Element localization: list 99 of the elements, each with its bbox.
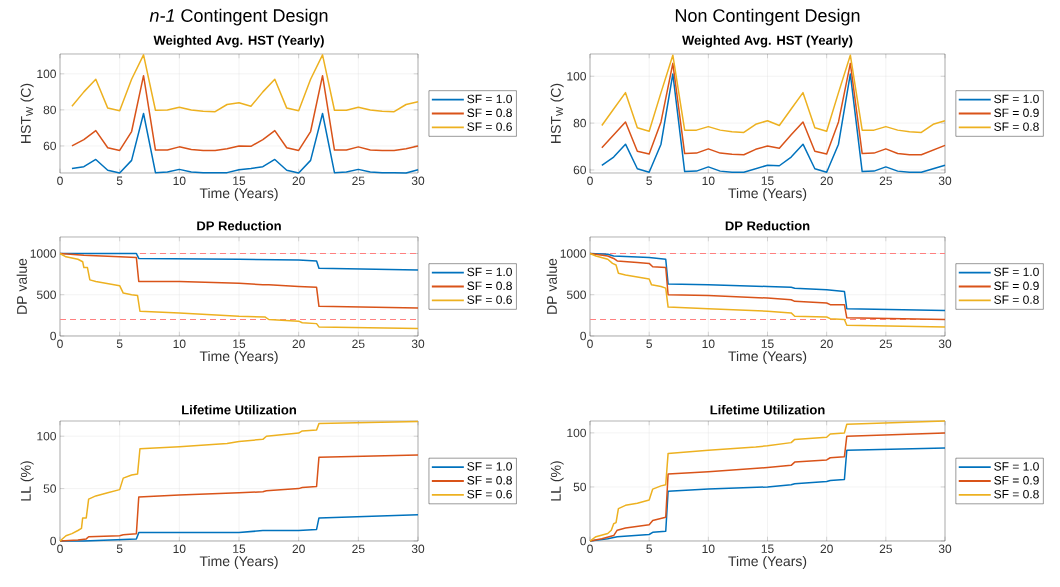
legend-label: SF = 1.0 — [467, 94, 512, 104]
y-tick-label: 60 — [573, 165, 587, 175]
x-tick-label: 5 — [646, 544, 652, 553]
x-tick-label: 5 — [116, 544, 123, 553]
line-series — [71, 74, 419, 152]
x-tick-label: 30 — [938, 176, 952, 186]
line-series — [59, 252, 419, 330]
y-tick-label: 80 — [43, 105, 56, 115]
line-series — [59, 454, 419, 542]
y-tick-label: 1000 — [560, 249, 586, 258]
x-tick-label: 5 — [116, 339, 123, 348]
line-series — [59, 252, 419, 309]
y-tick-label: 100 — [567, 72, 587, 81]
x-axis-title: Time (Years) — [728, 187, 807, 201]
x-tick-label: 15 — [233, 176, 246, 185]
y-tick-label: 1000 — [30, 249, 56, 258]
chart-title: Lifetime Utilization — [710, 404, 825, 415]
x-tick-label: 20 — [292, 176, 305, 186]
x-tick-label: 25 — [352, 176, 365, 186]
x-tick-label: 25 — [352, 339, 365, 349]
x-tick-label: 15 — [233, 339, 246, 348]
legend-label: SF = 0.6 — [467, 122, 512, 131]
legend-label: SF = 0.9 — [994, 476, 1039, 485]
x-tick-label: 10 — [702, 176, 715, 186]
y-tick-label: 0 — [50, 331, 57, 341]
x-tick-label: 30 — [411, 544, 425, 554]
y-tick-label: 0 — [580, 536, 587, 546]
x-tick-label: 10 — [173, 339, 186, 349]
legend-label: SF = 0.8 — [467, 108, 512, 118]
x-tick-label: 10 — [702, 339, 715, 349]
y-tick-label: 0 — [50, 536, 57, 546]
text: n-1 Contingent Design — [149, 8, 328, 26]
legend-label: SF = 0.8 — [467, 476, 512, 485]
x-tick-label: 10 — [173, 176, 186, 186]
y-axis-title: HST$_{W}$ (C) — [20, 83, 34, 143]
x-axis-title: Time (Years) — [199, 555, 278, 569]
legend-label: SF = 0.9 — [994, 281, 1039, 291]
y-tick-label: 0 — [580, 331, 587, 341]
chart-title: DP Reduction — [725, 220, 810, 231]
y-tick-label: 100 — [37, 69, 56, 79]
x-tick-label: 5 — [116, 176, 123, 185]
x-tick-label: 20 — [292, 339, 305, 349]
legend-label: SF = 0.6 — [467, 489, 512, 499]
legend-label: SF = 0.9 — [994, 108, 1039, 118]
x-tick-label: 25 — [352, 544, 365, 554]
y-axis-title: LL (%) — [20, 461, 34, 501]
x-axis-title: Time (Years) — [728, 555, 807, 569]
x-tick-label: 15 — [761, 544, 774, 553]
legend-label: SF = 1.0 — [994, 94, 1039, 104]
x-tick-label: 20 — [292, 544, 305, 554]
line-series — [601, 54, 946, 134]
x-tick-label: 25 — [879, 544, 892, 554]
y-axis-title: DP value — [16, 258, 27, 314]
line-series — [71, 54, 419, 113]
legend-label: SF = 0.8 — [994, 295, 1039, 304]
legend-label: SF = 0.8 — [994, 489, 1039, 499]
chart-title: Weighted Avg. HST (Yearly) — [153, 35, 324, 48]
legend-label: SF = 0.8 — [994, 122, 1039, 131]
x-tick-label: 20 — [820, 544, 833, 554]
x-tick-label: 15 — [233, 544, 246, 553]
y-tick-label: 50 — [43, 484, 56, 493]
legend-label: SF = 1.0 — [994, 267, 1039, 277]
x-tick-label: 25 — [879, 176, 892, 186]
y-axis-title: LL (%) — [550, 461, 564, 501]
legend-label: SF = 0.6 — [467, 295, 512, 304]
y-tick-label: 100 — [37, 431, 56, 441]
legend-label: SF = 0.8 — [467, 281, 512, 291]
y-tick-label: 50 — [573, 482, 587, 492]
chart-title: DP Reduction — [197, 220, 281, 231]
line-series — [59, 420, 419, 542]
y-tick-label: 500 — [36, 290, 56, 299]
legend-label: SF = 1.0 — [467, 462, 512, 471]
x-axis-title: Time (Years) — [199, 187, 278, 201]
x-tick-label: 20 — [820, 176, 833, 186]
y-axis-title: DP value — [546, 258, 557, 314]
x-tick-label: 15 — [761, 339, 774, 348]
x-axis-title: Time (Years) — [728, 350, 807, 364]
x-tick-label: 30 — [938, 544, 952, 554]
y-tick-label: 80 — [573, 118, 587, 128]
y-tick-label: 100 — [567, 428, 587, 438]
x-tick-label: 20 — [820, 339, 833, 349]
x-tick-label: 30 — [411, 176, 425, 186]
legend-label: SF = 1.0 — [994, 462, 1039, 471]
x-tick-label: 30 — [938, 339, 952, 349]
x-axis-title: Time (Years) — [199, 350, 278, 364]
x-tick-label: 15 — [761, 176, 774, 185]
x-tick-label: 25 — [879, 339, 892, 349]
text: Non Contingent Design — [675, 8, 860, 26]
y-axis-title: HST$_{W}$ (C) — [550, 83, 564, 143]
legend-label: SF = 1.0 — [467, 267, 512, 277]
x-tick-label: 5 — [646, 176, 652, 185]
x-tick-label: 30 — [411, 339, 425, 349]
x-tick-label: 5 — [646, 339, 652, 348]
chart-title: Weighted Avg. HST (Yearly) — [682, 35, 853, 48]
chart-title: Lifetime Utilization — [182, 404, 296, 415]
y-tick-label: 60 — [43, 141, 56, 151]
x-tick-label: 10 — [702, 544, 715, 554]
x-tick-label: 10 — [173, 544, 186, 554]
y-tick-label: 500 — [566, 290, 587, 299]
